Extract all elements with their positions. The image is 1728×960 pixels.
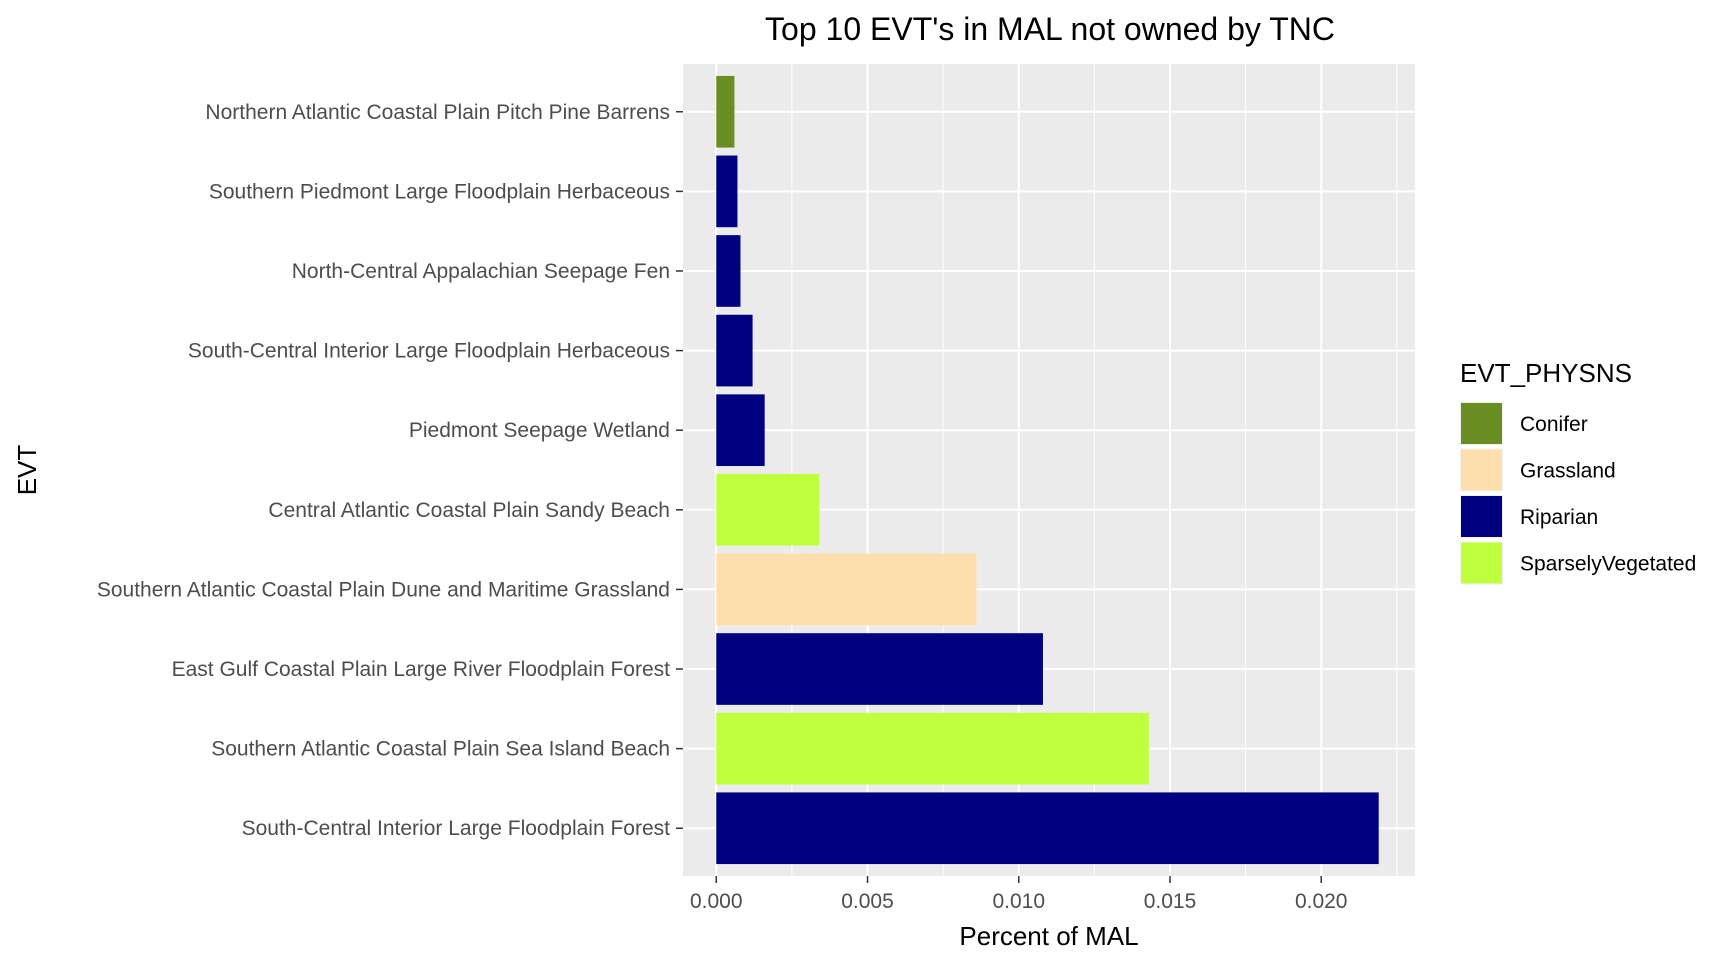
y-tick-label: Northern Atlantic Coastal Plain Pitch Pi… bbox=[205, 101, 670, 124]
legend-swatch bbox=[1461, 403, 1502, 444]
y-tick-label: Southern Piedmont Large Floodplain Herba… bbox=[209, 180, 670, 203]
bar bbox=[716, 314, 753, 387]
y-tick-label: Southern Atlantic Coastal Plain Sea Isla… bbox=[211, 738, 670, 761]
bar bbox=[716, 75, 735, 148]
y-tick-label: South-Central Interior Large Floodplain … bbox=[188, 340, 670, 363]
y-axis-title: EVT bbox=[12, 445, 42, 496]
y-tick-label: South-Central Interior Large Floodplain … bbox=[242, 817, 671, 840]
legend-swatch bbox=[1461, 449, 1502, 491]
y-tick-label: Central Atlantic Coastal Plain Sandy Bea… bbox=[268, 499, 670, 522]
y-tick-label: Southern Atlantic Coastal Plain Dune and… bbox=[97, 578, 670, 601]
bar bbox=[716, 155, 738, 228]
legend-swatch bbox=[1461, 496, 1502, 537]
chart-title: Top 10 EVT's in MAL not owned by TNC bbox=[765, 11, 1335, 47]
y-tick-label: North-Central Appalachian Seepage Fen bbox=[292, 260, 670, 283]
bar bbox=[716, 473, 820, 546]
x-tick-label: 0.020 bbox=[1295, 890, 1348, 913]
bars bbox=[716, 75, 1379, 865]
legend-title: EVT_PHYSNS bbox=[1460, 358, 1632, 388]
x-axis: 0.000 0.005 0.010 0.015 0.020 bbox=[690, 876, 1348, 913]
bar bbox=[716, 553, 977, 626]
legend-label: Conifer bbox=[1520, 413, 1588, 436]
y-tick-label: Piedmont Seepage Wetland bbox=[409, 419, 670, 442]
legend-label: SparselyVegetated bbox=[1520, 553, 1696, 576]
bar bbox=[716, 792, 1379, 865]
bar bbox=[716, 235, 741, 307]
legend-label: Riparian bbox=[1520, 506, 1598, 529]
legend-items: Conifer Grassland Riparian SparselyVegetate… bbox=[1460, 402, 1696, 585]
bar bbox=[716, 712, 1149, 785]
y-tick-label: East Gulf Coastal Plain Large River Floo… bbox=[172, 658, 671, 681]
x-tick-label: 0.005 bbox=[841, 890, 894, 913]
bar bbox=[716, 394, 765, 467]
x-tick-label: 0.010 bbox=[992, 890, 1045, 913]
x-tick-label: 0.000 bbox=[690, 890, 743, 913]
legend: EVT_PHYSNS Conifer Grassland Riparian Spars… bbox=[1460, 358, 1696, 585]
bar bbox=[716, 633, 1043, 705]
y-axis: Northern Atlantic Coastal Plain Pitch Pi… bbox=[97, 101, 683, 840]
legend-label: Grassland bbox=[1520, 460, 1616, 483]
x-tick-label: 0.015 bbox=[1144, 890, 1197, 913]
legend-swatch bbox=[1461, 542, 1502, 584]
x-axis-title: Percent of MAL bbox=[959, 921, 1138, 951]
